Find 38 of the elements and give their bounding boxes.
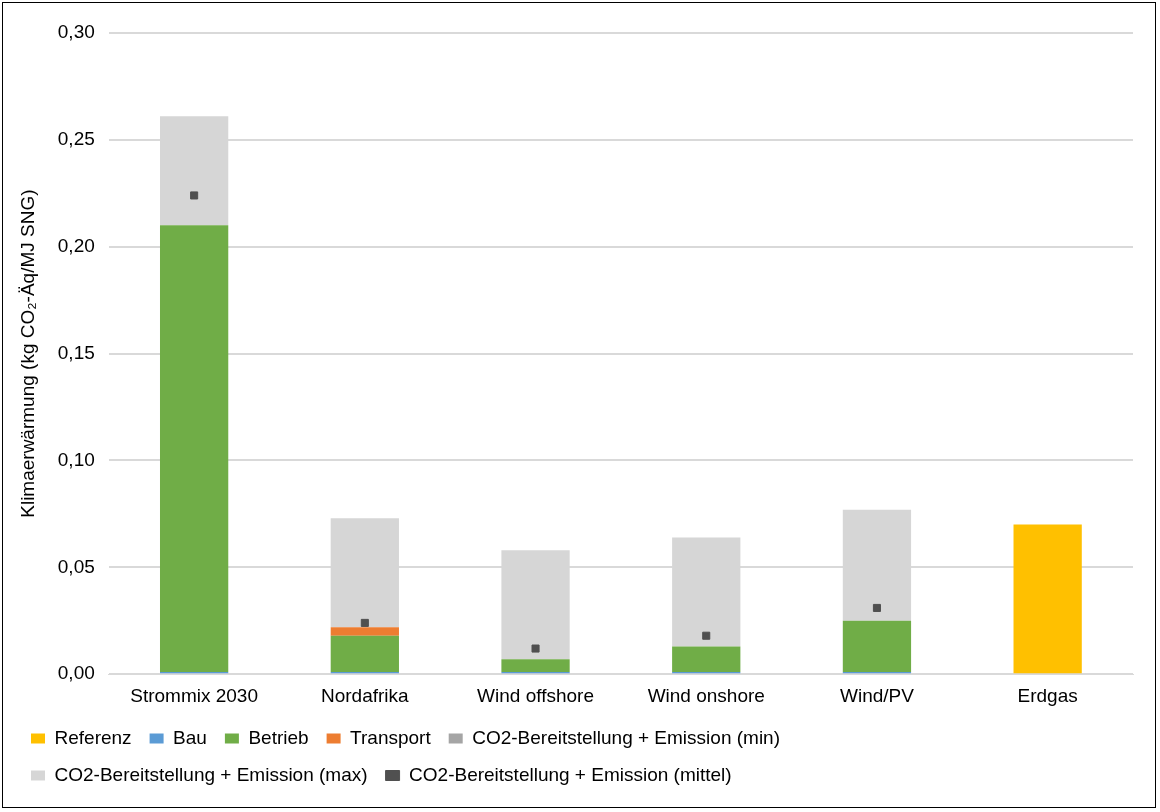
- y-tick-label: 0,15: [57, 341, 95, 363]
- y-tick-label: 0,00: [57, 662, 95, 684]
- x-tick-label: Wind/PV: [839, 684, 915, 706]
- point: [702, 631, 711, 640]
- bar: [330, 627, 399, 636]
- bar: [159, 225, 229, 673]
- x-tick-label: Wind onshore: [647, 684, 765, 706]
- legend-label: Transport: [350, 726, 432, 748]
- legend-label: Bau: [173, 726, 207, 748]
- bar: [672, 537, 741, 647]
- y-tick-label: 0,10: [57, 448, 95, 470]
- bar: [330, 518, 399, 628]
- legend-label: CO2-Bereitstellung + Emission (max): [54, 763, 368, 785]
- y-tick-label: 0,05: [57, 555, 95, 577]
- bar: [672, 646, 741, 673]
- bar: [842, 620, 912, 673]
- legend-label: Betrieb: [248, 726, 309, 748]
- point: [190, 191, 199, 200]
- y-axis-title: Klimaerwärmung (kg CO₂-Äq/MJ SNG): [16, 189, 38, 518]
- x-tick-label: Nordafrika: [321, 684, 410, 706]
- bar: [842, 509, 912, 621]
- point: [872, 603, 881, 612]
- legend-label: CO2-Bereitstellung + Emission (min): [472, 726, 780, 748]
- y-tick-label: 0,30: [57, 21, 95, 43]
- bar: [501, 550, 570, 660]
- point: [360, 618, 369, 627]
- legend-label: Referenz: [54, 726, 132, 748]
- y-tick-label: 0,25: [57, 128, 95, 150]
- y-tick-label: 0,20: [57, 234, 95, 256]
- x-tick-label: Strommix 2030: [130, 684, 259, 706]
- bar: [1013, 524, 1082, 674]
- point: [531, 644, 540, 653]
- bar: [330, 635, 399, 673]
- x-tick-label: Erdgas: [1017, 684, 1078, 706]
- x-tick-label: Wind offshore: [477, 684, 594, 706]
- bar: [501, 659, 570, 673]
- bar: [159, 116, 229, 226]
- legend-label: CO2-Bereitstellung + Emission (mittel): [409, 763, 732, 785]
